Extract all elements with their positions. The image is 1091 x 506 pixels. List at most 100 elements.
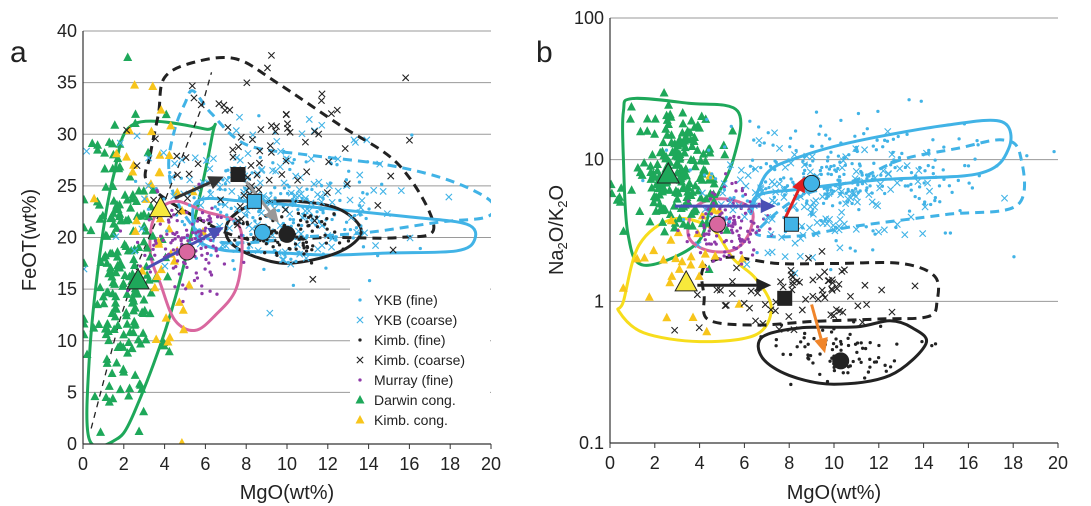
data-point (245, 237, 250, 241)
data-point (101, 392, 111, 401)
data-point (130, 370, 140, 379)
data-point (141, 226, 151, 235)
data-point (890, 160, 894, 164)
x-tick-label: 2 (650, 453, 660, 473)
panel-b-chart: b 0.1 1 10 100 0 2 4 6 8 10 12 14 16 18 20 MgO(wt%) Na… (536, 8, 1068, 504)
data-point (781, 163, 789, 171)
data-point (136, 211, 146, 220)
data-point (118, 364, 128, 374)
data-point (194, 231, 198, 235)
data-point (669, 223, 679, 232)
data-point (705, 117, 709, 122)
data-point (702, 326, 712, 336)
data-point (93, 145, 103, 154)
data-point (310, 128, 319, 136)
data-point (645, 216, 655, 226)
data-point (913, 194, 917, 199)
data-point (162, 197, 166, 201)
data-point (755, 250, 759, 255)
data-point (780, 186, 788, 194)
data-point (358, 196, 366, 205)
legend-label: Kimb. cong. (374, 412, 448, 428)
data-point (146, 288, 156, 297)
data-point (794, 148, 798, 153)
point-group-ykb-fine (641, 98, 1056, 272)
data-point (346, 196, 354, 204)
data-point (791, 269, 799, 277)
data-point (917, 185, 922, 189)
data-point (797, 234, 805, 243)
data-point (273, 196, 277, 200)
data-point (240, 191, 248, 199)
data-point (346, 239, 351, 243)
data-point (256, 179, 264, 187)
data-point (688, 312, 698, 322)
data-point (857, 357, 861, 361)
trend-curve (90, 72, 213, 429)
data-point (834, 239, 838, 243)
panel-a-points (83, 51, 453, 444)
data-point (107, 248, 117, 258)
data-point (115, 161, 125, 171)
data-point (370, 186, 378, 194)
data-point (781, 185, 789, 193)
data-point (121, 310, 131, 320)
data-point (156, 105, 166, 114)
data-point (814, 110, 819, 114)
data-point (229, 241, 233, 245)
data-point (170, 208, 174, 213)
data-point (289, 257, 293, 261)
data-point (310, 229, 314, 233)
data-point (836, 244, 844, 252)
data-point (768, 227, 772, 231)
data-point (720, 211, 724, 215)
data-point (108, 229, 118, 238)
data-point (865, 127, 869, 131)
data-point (287, 260, 295, 268)
data-point (728, 126, 738, 135)
data-point (170, 238, 175, 243)
data-point (730, 239, 734, 244)
data-point (257, 209, 265, 217)
data-point (282, 149, 286, 154)
data-point (154, 241, 158, 245)
data-point (828, 276, 836, 284)
data-point (921, 203, 929, 211)
data-point (857, 162, 862, 166)
data-point (217, 196, 225, 204)
data-point (150, 196, 158, 204)
data-point (126, 203, 136, 212)
data-point (635, 206, 645, 215)
data-point (282, 157, 290, 165)
data-point (727, 220, 732, 224)
data-point (288, 167, 292, 172)
data-point (688, 168, 692, 172)
data-point (109, 324, 119, 333)
data-point (747, 209, 751, 213)
data-point (827, 311, 835, 319)
data-point (183, 262, 187, 266)
data-point (708, 175, 713, 180)
data-point (277, 243, 282, 247)
data-point (699, 149, 709, 158)
mean-ykb-coarse (783, 216, 799, 232)
data-point (194, 271, 198, 275)
data-point (739, 219, 744, 223)
data-point (975, 139, 979, 143)
data-point (202, 156, 210, 164)
data-point (219, 210, 223, 214)
data-point (310, 127, 319, 135)
legend-marker (355, 395, 365, 404)
mean-kimb-coarse (777, 290, 793, 306)
data-point (361, 191, 365, 195)
data-point (161, 109, 171, 119)
data-point (695, 324, 703, 332)
data-point (903, 184, 907, 188)
data-point (885, 139, 890, 143)
data-point (185, 265, 189, 270)
data-point (922, 149, 931, 157)
data-point (739, 251, 743, 255)
data-point (146, 207, 151, 211)
data-point (743, 192, 748, 197)
data-point (256, 147, 264, 155)
